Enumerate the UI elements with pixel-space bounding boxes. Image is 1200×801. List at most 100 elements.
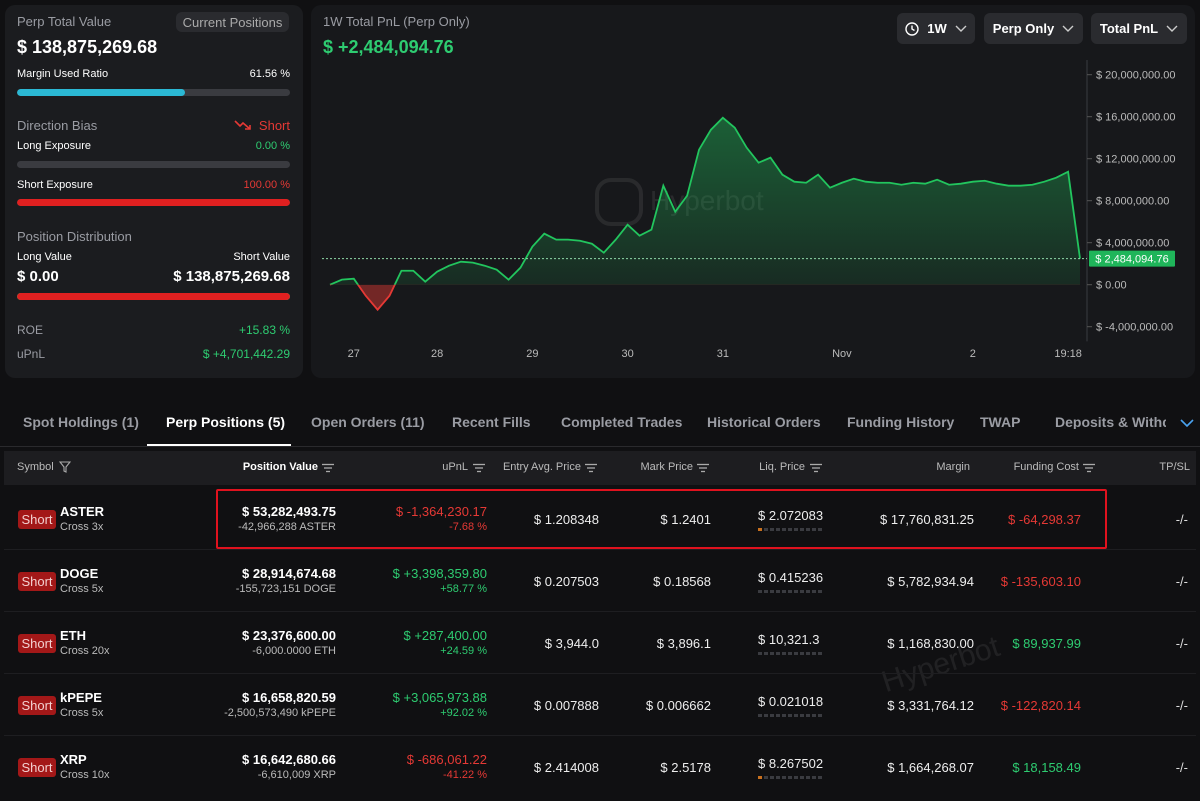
label: Long Exposure (17, 140, 91, 152)
tab-divider (0, 446, 1200, 447)
position-size: -2,500,573,490 kPEPE (224, 707, 336, 719)
margin: $ 5,782,934.94 (887, 574, 974, 589)
margin-mode: Cross 3x (60, 521, 104, 533)
down-trend-icon (234, 120, 251, 130)
column-header[interactable]: uPnL (442, 461, 468, 473)
tab[interactable]: Recent Fills (452, 414, 531, 430)
liq-indicator (794, 776, 798, 779)
sort-icon[interactable] (322, 463, 334, 473)
liq-indicator (800, 652, 804, 655)
summary-panel (5, 5, 303, 378)
distribution-fill (17, 293, 290, 300)
column-header[interactable]: Funding Cost (1013, 461, 1079, 473)
x-tick-label: 31 (717, 348, 729, 360)
funding-cost: $ -135,603.10 (1000, 574, 1081, 589)
column-header[interactable]: Entry Avg. Price (502, 461, 581, 473)
range-label: 1W (927, 21, 947, 36)
column-header[interactable]: Mark Price (640, 461, 693, 473)
margin-ratio: 61.56 % (249, 68, 290, 80)
tab[interactable]: Completed Trades (561, 414, 683, 430)
side-badge: Short (18, 634, 56, 653)
funding-cost: $ 18,158.49 (1012, 760, 1081, 775)
sort-icon[interactable] (1083, 463, 1095, 473)
liq-indicator (782, 714, 786, 717)
position-value: $ 16,642,680.66 (242, 752, 336, 767)
margin: $ 17,760,831.25 (880, 512, 974, 527)
row-divider (4, 735, 1196, 736)
liq-indicator (764, 528, 768, 531)
y-tick-label: $ 20,000,000.00 (1096, 70, 1176, 82)
column-header[interactable]: Margin (936, 461, 970, 473)
entry-price: $ 2.414008 (533, 760, 599, 775)
margin: $ 1,168,830.00 (887, 636, 974, 651)
liq-indicator (800, 714, 804, 717)
liq-indicator (758, 714, 762, 717)
symbol: XRP (60, 752, 87, 767)
liq-indicator (806, 590, 810, 593)
x-tick-label: 19:18 (1054, 348, 1082, 360)
scope-select[interactable]: Perp Only (984, 13, 1083, 44)
x-tick-label: 30 (621, 348, 633, 360)
panel-title: Perp Total Value (17, 14, 112, 29)
tp-sl: -/- (1175, 574, 1188, 589)
liq-indicator (776, 776, 780, 779)
sort-icon[interactable] (810, 463, 822, 473)
tab[interactable]: Deposits & Withdra (1055, 415, 1166, 429)
y-tick-label: $ 0.00 (1096, 280, 1127, 292)
label: Margin Used Ratio (17, 68, 109, 80)
tp-sl: -/- (1175, 698, 1188, 713)
column-header[interactable]: Position Value (242, 461, 318, 473)
active-tab-indicator (147, 444, 291, 446)
tab[interactable]: Perp Positions (5) (166, 414, 286, 430)
liq-indicator (812, 776, 816, 779)
short-exposure-bar (17, 199, 290, 206)
liq-indicator (782, 528, 786, 531)
line (329, 116, 1081, 285)
range-select[interactable]: 1W (897, 13, 975, 44)
tab[interactable]: TWAP (980, 414, 1021, 430)
liq-indicator (800, 776, 804, 779)
sort-icon[interactable] (585, 463, 597, 473)
filter-icon[interactable] (59, 461, 71, 473)
margin-bar (17, 89, 290, 96)
margin-mode: Cross 5x (60, 707, 104, 719)
upnl: $ +287,400.00 (403, 628, 488, 643)
liq-indicator (770, 528, 774, 531)
area-negative (357, 284, 395, 310)
upnl: $ +3,398,359.80 (392, 566, 487, 581)
row-divider (4, 611, 1196, 612)
upnl-percent: +92.02 % (440, 707, 487, 719)
liq-indicator (818, 714, 822, 717)
position-size: -6,000.0000 ETH (252, 645, 336, 657)
liq-indicator (782, 590, 786, 593)
tabs-more[interactable] (1180, 419, 1194, 428)
chart-title: 1W Total PnL (Perp Only) (323, 14, 470, 29)
sort-icon[interactable] (697, 463, 709, 473)
roe: +15.83 % (238, 323, 290, 337)
short-exposure-fill (17, 199, 290, 206)
tab[interactable]: Open Orders (11) (311, 414, 425, 430)
margin: $ 1,664,268.07 (887, 760, 974, 775)
tab[interactable]: Funding History (847, 414, 955, 430)
column-header: Symbol (17, 461, 54, 473)
column-header[interactable]: Liq. Price (759, 461, 805, 473)
y-tick-label: $ 4,000,000.00 (1096, 238, 1169, 250)
liq-indicator (788, 528, 792, 531)
metric-select[interactable]: Total PnL (1091, 13, 1187, 44)
liq-price: $ 0.415236 (758, 570, 824, 585)
sort-icon[interactable] (473, 463, 485, 473)
liq-indicator (764, 652, 768, 655)
liq-indicator (812, 714, 816, 717)
liq-indicator (770, 590, 774, 593)
table-header (4, 451, 1196, 485)
liq-indicator (782, 652, 786, 655)
current-positions-button[interactable]: Current Positions (176, 12, 289, 32)
label: Short Exposure (17, 179, 93, 191)
liq-indicator (794, 590, 798, 593)
upnl-percent: +24.59 % (440, 645, 487, 657)
tab[interactable]: Spot Holdings (1) (23, 414, 139, 430)
symbol: ASTER (60, 504, 105, 519)
liq-indicator (812, 528, 816, 531)
long-exposure-bar (17, 161, 290, 168)
tab[interactable]: Historical Orders (707, 414, 821, 430)
